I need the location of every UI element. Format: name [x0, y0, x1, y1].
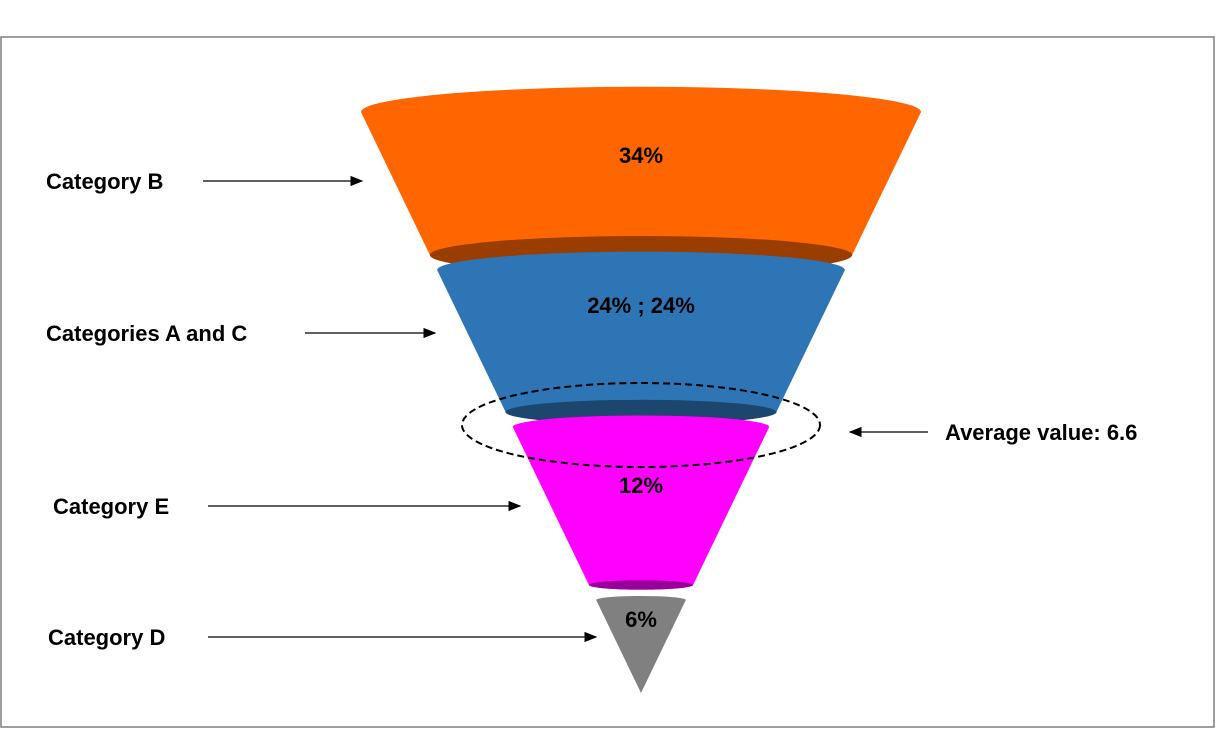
category-label: Categories A and C — [46, 321, 247, 346]
funnel-segment — [360, 86, 922, 275]
category-label: Category E — [53, 494, 169, 519]
funnel — [360, 86, 922, 693]
value-label: 6% — [625, 607, 657, 632]
segment-base — [588, 580, 694, 590]
funnel-segment — [512, 415, 770, 590]
funnel-segment — [596, 595, 686, 693]
average-ellipse — [461, 382, 821, 468]
value-label: 24% ; 24% — [587, 293, 695, 318]
category-label: Category D — [48, 625, 165, 650]
value-label: 12% — [619, 473, 663, 498]
funnel-segment — [437, 251, 845, 425]
value-label: 34% — [619, 143, 663, 168]
annotation: Average value: 6.6 — [945, 420, 1137, 445]
category-label: Category B — [46, 169, 163, 194]
